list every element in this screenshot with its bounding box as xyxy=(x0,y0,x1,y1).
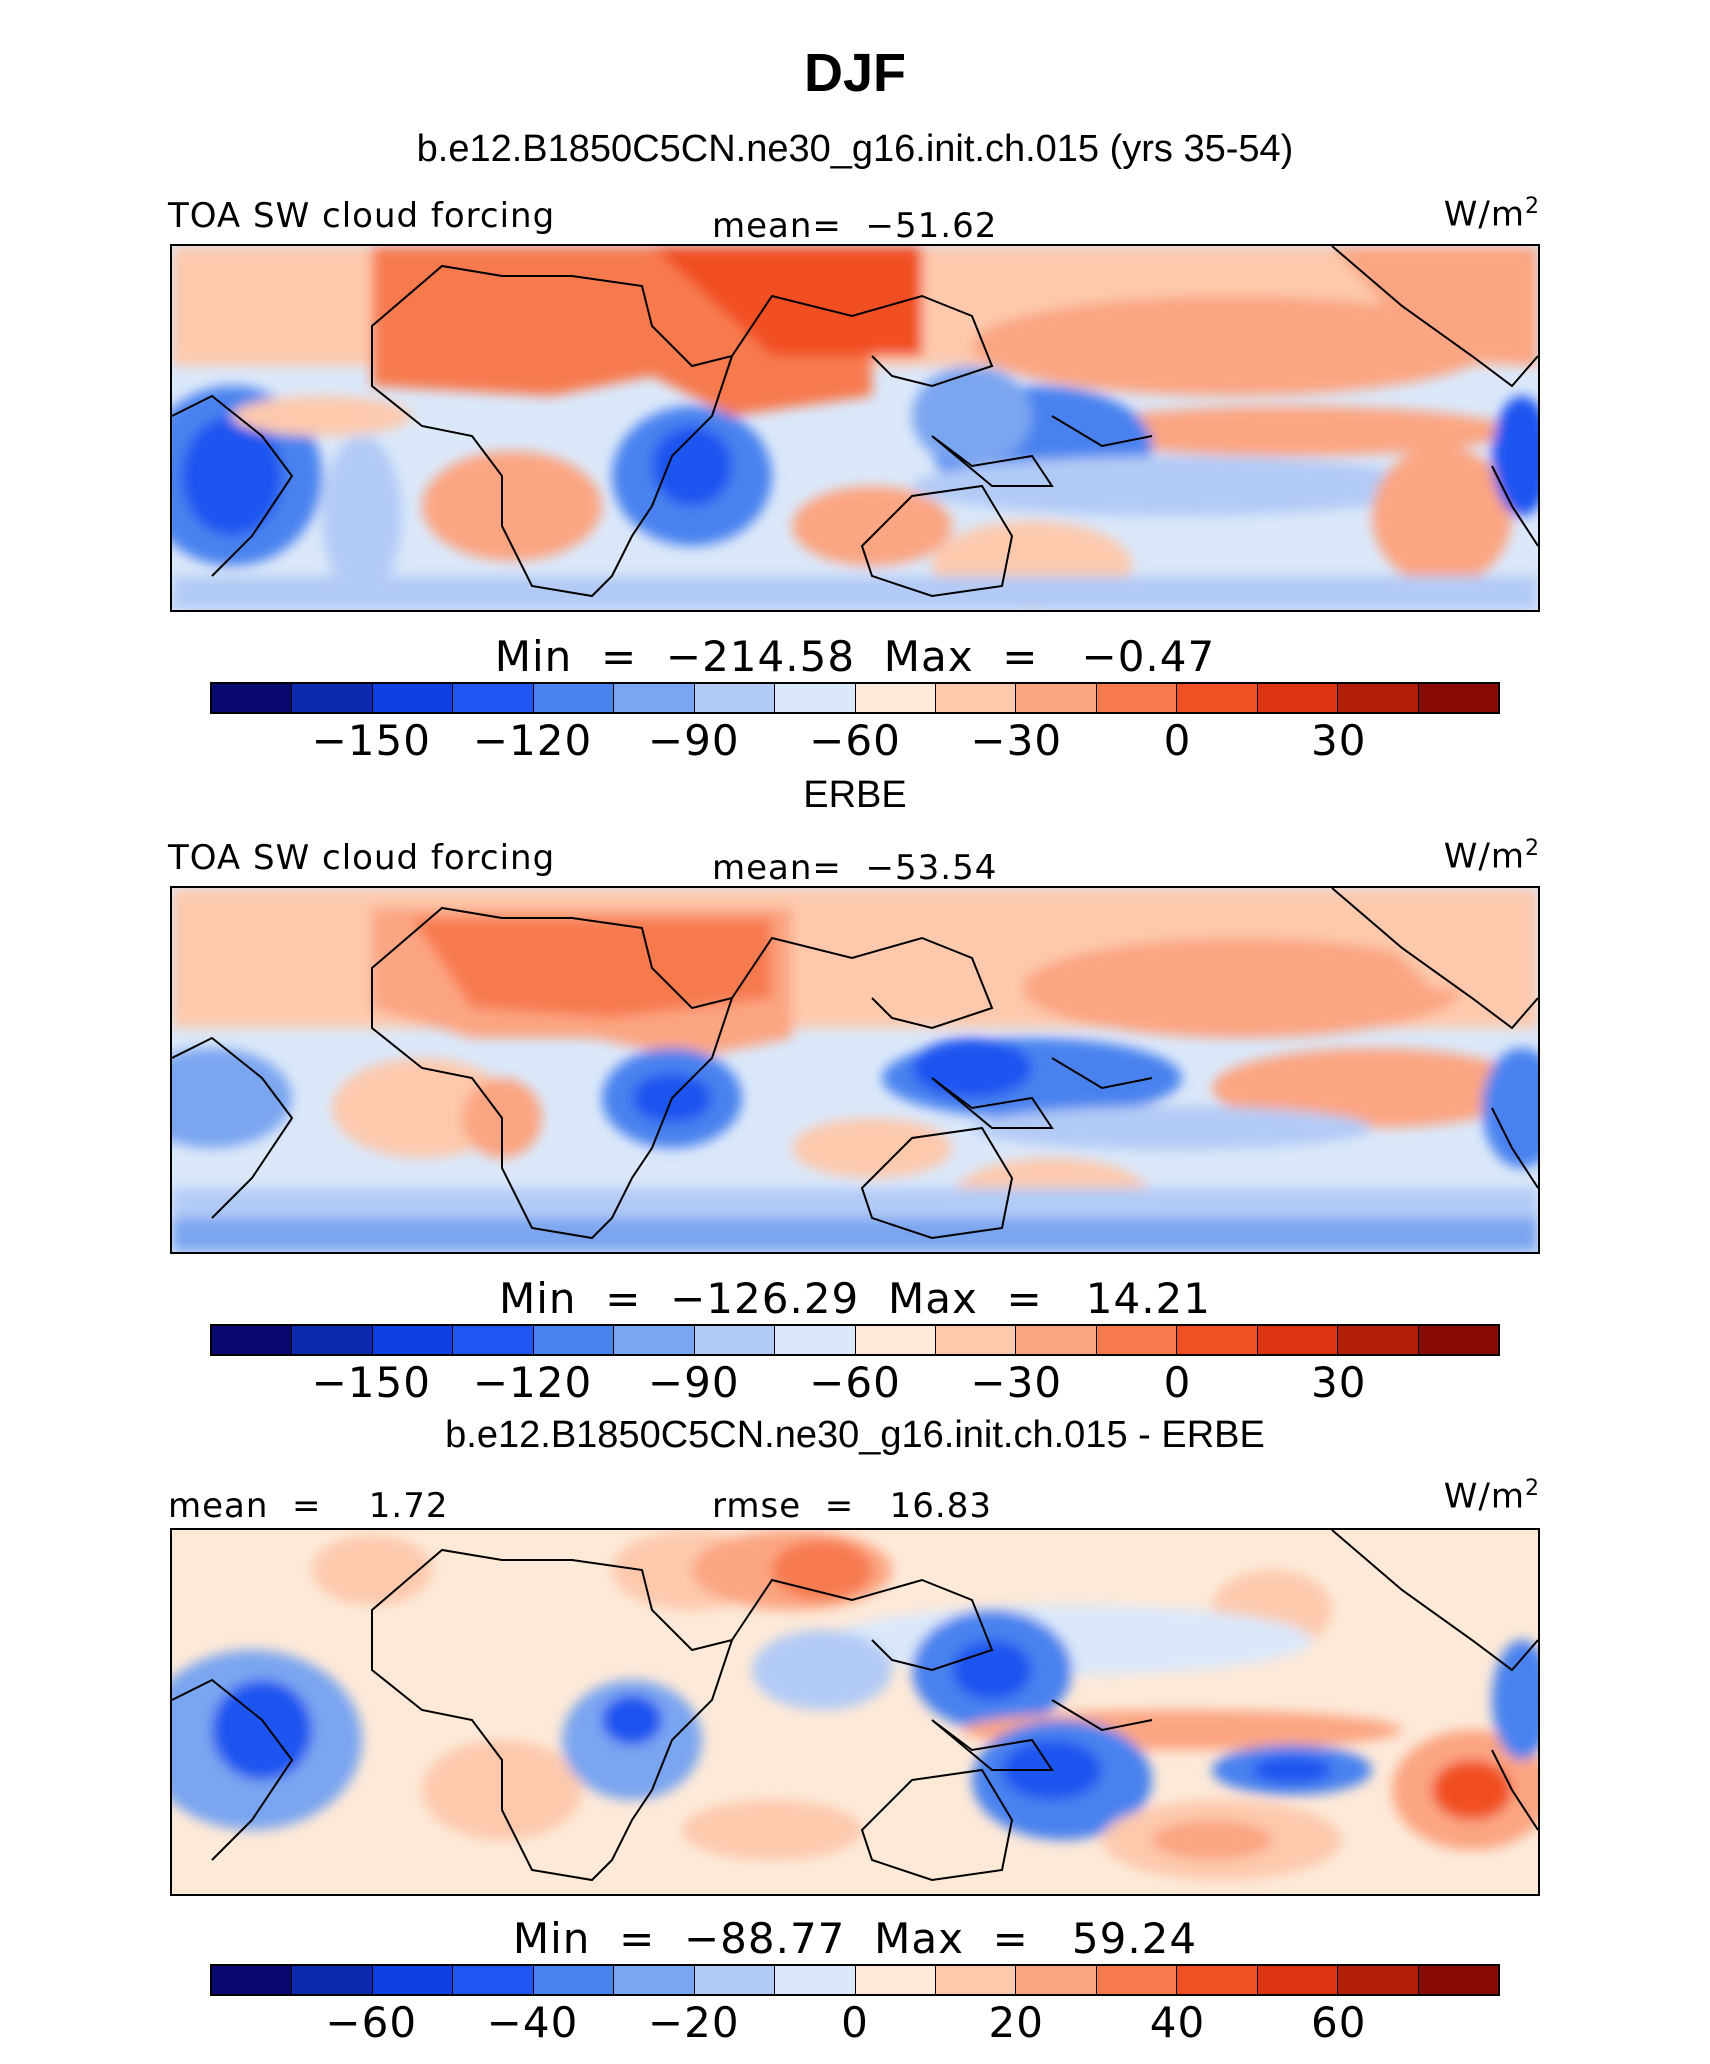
colorbar-tick-label: −120 xyxy=(472,1358,593,1407)
colorbar-swatch xyxy=(292,1326,373,1354)
colorbar-swatch xyxy=(1418,1326,1498,1354)
colorbar-swatch xyxy=(292,1966,373,1994)
colorbar-tick-label: −20 xyxy=(647,1998,740,2047)
panel-3-colorbar-ticks: −60 −40 −20 0 20 40 60 xyxy=(210,1998,1500,2050)
colorbar-swatch xyxy=(1016,1966,1097,1994)
panel-2-heading: ERBE xyxy=(803,774,907,816)
colorbar-swatch xyxy=(1177,684,1258,712)
colorbar-tick-label: 0 xyxy=(841,1998,869,2047)
colorbar-swatch xyxy=(1338,1966,1419,1994)
panel-1-heading: b.e12.B1850C5CN.ne30_g16.init.ch.015 (yr… xyxy=(416,128,1294,170)
panel-3-min-max: Min = −88.77 Max = 59.24 xyxy=(512,1914,1198,1963)
colorbar-swatch xyxy=(1177,1966,1258,1994)
colorbar-swatch xyxy=(694,1966,776,1994)
colorbar-swatch xyxy=(212,1966,293,1994)
colorbar-tick-label: −90 xyxy=(647,1358,740,1407)
panel-3-rmse-label: rmse = 16.83 xyxy=(712,1486,992,1526)
colorbar-tick-label: −90 xyxy=(647,716,740,765)
colorbar-swatch xyxy=(614,684,695,712)
colorbar-tick-label: −60 xyxy=(809,1358,901,1407)
colorbar-tick-label: −60 xyxy=(809,716,901,765)
colorbar-tick-label: 30 xyxy=(1311,1358,1367,1407)
colorbar-swatch xyxy=(1338,1326,1419,1354)
colorbar-tick-label: 60 xyxy=(1311,1998,1367,2047)
colorbar-swatch xyxy=(1257,1966,1339,1994)
panel-1-map xyxy=(170,244,1540,612)
colorbar-swatch xyxy=(775,684,856,712)
panel-1-colorbar-ticks: −150 −120 −90 −60 −30 0 30 xyxy=(210,716,1500,768)
colorbar-tick-label: 20 xyxy=(988,1998,1044,2047)
panel-3-heading: b.e12.B1850C5CN.ne30_g16.init.ch.015 - E… xyxy=(445,1414,1265,1456)
panel-2-map xyxy=(170,886,1540,1254)
colorbar-swatch xyxy=(1177,1326,1258,1354)
panel-3-map xyxy=(170,1528,1540,1896)
colorbar-swatch xyxy=(1016,684,1097,712)
colorbar-swatch xyxy=(855,1326,936,1354)
colorbar-swatch xyxy=(855,1966,936,1994)
colorbar-swatch xyxy=(694,1326,776,1354)
panel-1-units: W/m2 xyxy=(1443,194,1540,235)
colorbar-tick-label: 0 xyxy=(1163,1358,1192,1407)
panel-2-min-max: Min = −126.29 Max = 14.21 xyxy=(499,1274,1211,1323)
colorbar-swatch xyxy=(533,684,615,712)
colorbar-swatch xyxy=(292,684,373,712)
panel-2-colorbar xyxy=(210,1324,1500,1356)
colorbar-swatch xyxy=(1096,684,1178,712)
colorbar-swatch xyxy=(775,1966,856,1994)
panel-2-mean-label: mean= −53.54 xyxy=(712,848,998,888)
panel-1-variable-label: TOA SW cloud forcing xyxy=(168,196,556,236)
colorbar-swatch xyxy=(614,1326,695,1354)
colorbar-swatch xyxy=(1338,684,1419,712)
colorbar-tick-label: 30 xyxy=(1311,716,1367,765)
colorbar-swatch xyxy=(1257,684,1339,712)
colorbar-tick-label: −150 xyxy=(311,716,431,765)
colorbar-tick-label: 0 xyxy=(1163,716,1192,765)
colorbar-swatch xyxy=(453,1326,534,1354)
panel-3-units: W/m2 xyxy=(1443,1476,1540,1517)
colorbar-swatch xyxy=(935,684,1017,712)
colorbar-swatch xyxy=(372,684,454,712)
colorbar-tick-label: −60 xyxy=(325,1998,418,2047)
panel-3-colorbar xyxy=(210,1964,1500,1996)
colorbar-tick-label: −30 xyxy=(970,1358,1063,1407)
colorbar-tick-label: −40 xyxy=(486,1998,579,2047)
colorbar-swatch xyxy=(1418,1966,1498,1994)
colorbar-tick-label: −30 xyxy=(970,716,1063,765)
panel-2-units: W/m2 xyxy=(1443,836,1540,877)
colorbar-swatch xyxy=(614,1966,695,1994)
colorbar-swatch xyxy=(1096,1326,1178,1354)
colorbar-tick-label: −150 xyxy=(311,1358,431,1407)
colorbar-swatch xyxy=(1016,1326,1097,1354)
colorbar-swatch xyxy=(212,684,293,712)
panel-2-colorbar-ticks: −150 −120 −90 −60 −30 0 30 xyxy=(210,1358,1500,1410)
colorbar-swatch xyxy=(453,684,534,712)
panel-1-min-max: Min = −214.58 Max = −0.47 xyxy=(494,632,1216,681)
figure-title: DJF xyxy=(803,43,906,103)
colorbar-swatch xyxy=(1257,1326,1339,1354)
panel-1-mean-label: mean= −51.62 xyxy=(712,206,998,246)
colorbar-swatch xyxy=(533,1326,615,1354)
colorbar-swatch xyxy=(212,1326,293,1354)
colorbar-swatch xyxy=(694,684,776,712)
colorbar-swatch xyxy=(1418,684,1498,712)
colorbar-tick-label: 40 xyxy=(1149,1998,1206,2047)
colorbar-swatch xyxy=(855,684,936,712)
colorbar-swatch xyxy=(372,1966,454,1994)
colorbar-swatch xyxy=(935,1326,1017,1354)
colorbar-swatch xyxy=(775,1326,856,1354)
colorbar-swatch xyxy=(1096,1966,1178,1994)
colorbar-swatch xyxy=(533,1966,615,1994)
panel-1-colorbar xyxy=(210,682,1500,714)
colorbar-swatch xyxy=(453,1966,534,1994)
colorbar-swatch xyxy=(372,1326,454,1354)
colorbar-swatch xyxy=(935,1966,1017,1994)
colorbar-tick-label: −120 xyxy=(472,716,593,765)
panel-2-variable-label: TOA SW cloud forcing xyxy=(168,838,556,878)
panel-3-mean-label: mean = 1.72 xyxy=(168,1486,449,1526)
